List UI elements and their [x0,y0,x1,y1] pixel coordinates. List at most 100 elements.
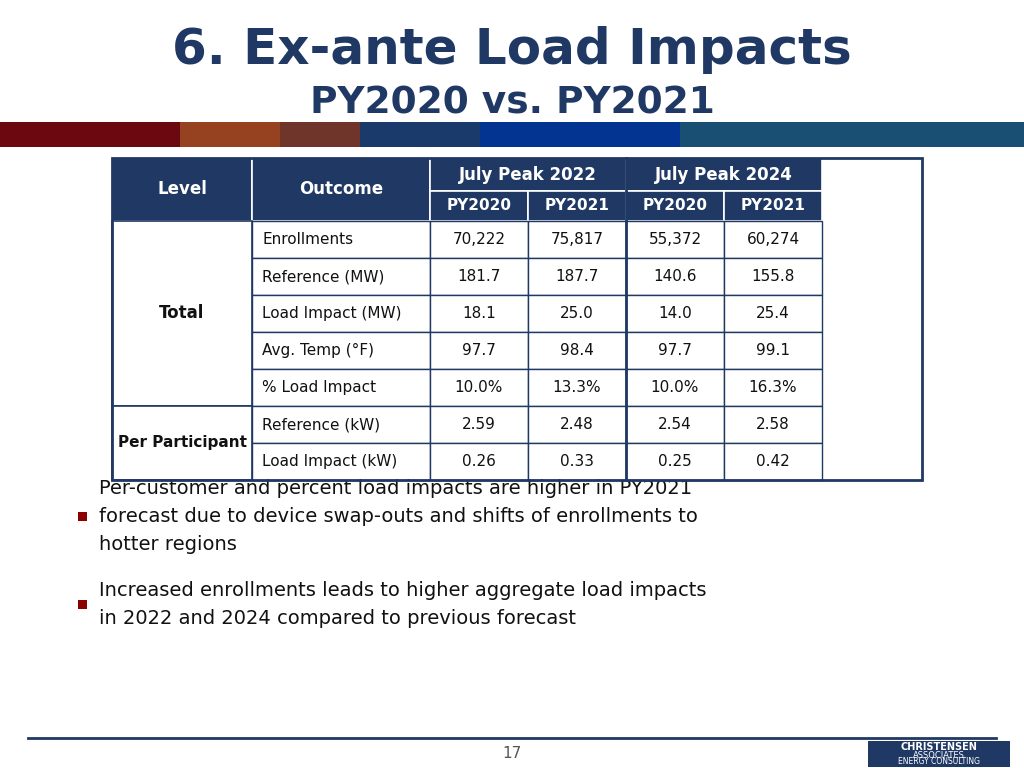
Text: PY2020: PY2020 [446,198,512,214]
Text: ASSOCIATES: ASSOCIATES [913,750,965,760]
Bar [724,332,822,369]
Text: 10.0%: 10.0% [455,380,503,395]
Text: % Load Impact: % Load Impact [262,380,376,395]
Text: Reference (kW): Reference (kW) [262,417,380,432]
Bar [112,158,922,480]
Text: 97.7: 97.7 [658,343,692,358]
Bar [430,191,528,221]
Text: 97.7: 97.7 [462,343,496,358]
Text: 0.33: 0.33 [560,454,594,469]
Text: 2.58: 2.58 [756,417,790,432]
Bar [724,221,822,258]
Bar [724,258,822,295]
Bar [252,369,430,406]
Bar [430,258,528,295]
Text: Load Impact (kW): Load Impact (kW) [262,454,397,469]
Bar [724,295,822,332]
Text: 14.0: 14.0 [658,306,692,321]
Text: Total: Total [160,304,205,323]
Text: 18.1: 18.1 [462,306,496,321]
Bar [430,443,528,480]
Text: 0.25: 0.25 [658,454,692,469]
Bar [78,511,87,521]
Text: Per-customer and percent load impacts are higher in PY2021
forecast due to devic: Per-customer and percent load impacts ar… [99,478,698,554]
Bar [280,122,360,147]
Text: PY2021: PY2021 [740,198,806,214]
Text: 25.4: 25.4 [756,306,790,321]
Bar [430,369,528,406]
Bar [528,406,626,443]
Bar [528,191,626,221]
Text: 60,274: 60,274 [746,232,800,247]
Bar [480,122,680,147]
Bar [430,406,528,443]
Bar [528,332,626,369]
Text: 2.59: 2.59 [462,417,496,432]
Bar [724,369,822,406]
Text: 75,817: 75,817 [551,232,603,247]
Bar [430,221,528,258]
Bar [0,122,1024,147]
Text: 6. Ex-ante Load Impacts: 6. Ex-ante Load Impacts [172,26,852,74]
Text: 17: 17 [503,746,521,760]
Text: 70,222: 70,222 [453,232,506,247]
Text: Load Impact (MW): Load Impact (MW) [262,306,401,321]
Text: July Peak 2024: July Peak 2024 [655,165,793,184]
Bar [626,406,724,443]
Text: Level: Level [157,180,207,198]
Text: PY2020 vs. PY2021: PY2020 vs. PY2021 [309,85,715,121]
Text: 13.3%: 13.3% [553,380,601,395]
Text: Reference (MW): Reference (MW) [262,269,384,284]
Text: PY2021: PY2021 [545,198,609,214]
Text: Per Participant: Per Participant [118,435,247,451]
Text: 140.6: 140.6 [653,269,696,284]
Bar [430,332,528,369]
Text: Increased enrollments leads to higher aggregate load impacts
in 2022 and 2024 co: Increased enrollments leads to higher ag… [99,581,707,627]
Text: 187.7: 187.7 [555,269,599,284]
Bar [626,295,724,332]
Bar [112,158,252,221]
Text: 10.0%: 10.0% [651,380,699,395]
Bar [180,122,280,147]
Text: 16.3%: 16.3% [749,380,798,395]
Bar [626,369,724,406]
Bar [724,191,822,221]
Text: July Peak 2022: July Peak 2022 [459,165,597,184]
Bar [724,443,822,480]
Bar [528,258,626,295]
Bar [626,221,724,258]
Text: 0.26: 0.26 [462,454,496,469]
Bar [252,258,430,295]
Text: 2.48: 2.48 [560,417,594,432]
Text: Avg. Temp (°F): Avg. Temp (°F) [262,343,374,358]
Text: CHRISTENSEN: CHRISTENSEN [900,742,978,752]
Text: 155.8: 155.8 [752,269,795,284]
Text: 25.0: 25.0 [560,306,594,321]
Text: 98.4: 98.4 [560,343,594,358]
Text: 0.42: 0.42 [756,454,790,469]
Bar [252,221,430,258]
Text: 181.7: 181.7 [458,269,501,284]
Bar [528,221,626,258]
Bar [112,221,252,406]
Text: PY2020: PY2020 [642,198,708,214]
Bar [252,332,430,369]
Bar [0,122,180,147]
Bar [252,443,430,480]
Text: ENERGY CONSULTING: ENERGY CONSULTING [898,757,980,766]
Text: 2.54: 2.54 [658,417,692,432]
Text: Outcome: Outcome [299,180,383,198]
Bar [868,741,1010,767]
Bar [626,158,822,191]
Bar [528,295,626,332]
Bar [430,295,528,332]
Bar [112,406,252,480]
Bar [724,406,822,443]
Bar [360,122,480,147]
Bar [528,443,626,480]
Bar [528,369,626,406]
Bar [252,406,430,443]
Bar [252,158,430,221]
Text: 99.1: 99.1 [756,343,790,358]
Text: 55,372: 55,372 [648,232,701,247]
